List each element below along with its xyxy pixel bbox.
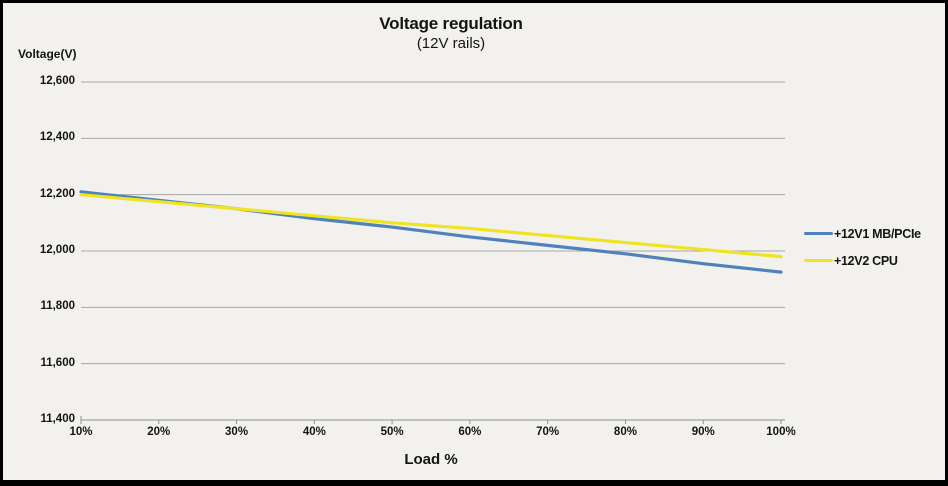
x-tick-label: 20% <box>147 426 171 438</box>
x-tick-label: 100% <box>766 426 796 438</box>
x-tick-label: 70% <box>536 426 560 438</box>
x-tick-label: 10% <box>69 426 93 438</box>
x-tick-label: 60% <box>458 426 482 438</box>
y-tick-label: 12,400 <box>39 131 75 144</box>
y-tick-label: 12,000 <box>39 244 75 256</box>
x-tick-label: 40% <box>302 426 326 438</box>
legend-item-12v1: +12V1 MB/PCIe <box>804 220 921 247</box>
legend-item-12v2: +12V2 CPU <box>804 247 921 274</box>
chart-title: Voltage regulation <box>379 14 523 33</box>
y-tick-label: 11,800 <box>40 300 75 313</box>
y-axis-title: Voltage(V) <box>18 47 77 61</box>
y-tick-label: 12,200 <box>39 187 75 200</box>
series-line-2 <box>79 193 783 259</box>
y-tick-label: 11,600 <box>40 356 75 369</box>
series2-line-swatch <box>804 258 833 263</box>
y-tick-label: 12,600 <box>39 75 75 87</box>
x-axis-title: Load % <box>404 451 458 468</box>
series1-line-swatch <box>804 231 833 236</box>
x-tick-label: 80% <box>613 426 637 438</box>
legend-label-12v1: +12V1 MB/PCIe <box>834 226 921 241</box>
y-tick-label: 11,400 <box>40 413 75 425</box>
legend-label-12v2: +12V2 CPU <box>834 253 898 268</box>
legend: +12V1 MB/PCIe +12V2 CPU <box>804 220 921 274</box>
chart-subtitle: (12V rails) <box>416 35 486 52</box>
x-tick-label: 50% <box>380 426 404 438</box>
x-tick-label: 90% <box>691 426 715 438</box>
plot-area <box>79 81 785 424</box>
x-tick-label: 30% <box>225 426 249 438</box>
